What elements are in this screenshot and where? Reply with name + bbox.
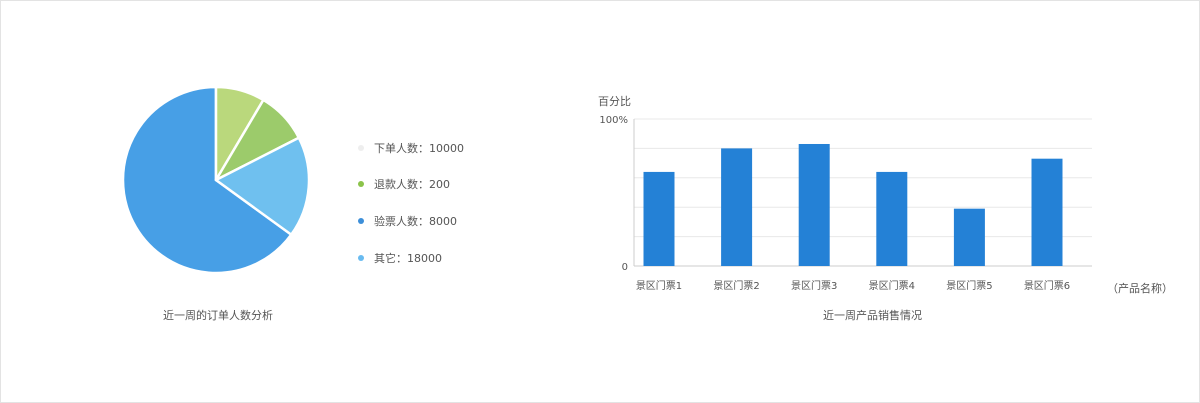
legend-dot-checked: [358, 218, 364, 224]
pie-slice-1[interactable]: [121, 85, 293, 275]
legend-item-checked[interactable]: 验票人数：8000: [358, 213, 457, 229]
legend-dot-orders: [358, 145, 364, 151]
x-tick-label: 景区门票6: [1024, 279, 1070, 292]
bar-6[interactable]: [1031, 158, 1063, 266]
legend-item-refunds[interactable]: 退款人数：200: [358, 176, 450, 192]
x-tick-label: 景区门票2: [713, 279, 759, 292]
bar-chart: 0 100% 景区门票1 景区门票2 景区门票3 景区门票4 景区门票5 景区门票6: [599, 115, 1092, 292]
bar-chart-xlabel: （产品名称）: [1107, 282, 1173, 295]
x-tick-label: 景区门票5: [946, 279, 992, 292]
legend-label-orders: 下单人数：10000: [374, 142, 464, 155]
pie-chart: [121, 85, 311, 275]
bar-4[interactable]: [876, 171, 908, 266]
legend-label-other: 其它：18000: [374, 252, 442, 265]
bar-chart-title: 近一周产品销售情况: [823, 309, 922, 322]
y-tick-label: 100%: [599, 115, 628, 126]
legend-label-checked: 验票人数：8000: [374, 215, 457, 228]
legend-dot-refunds: [358, 181, 364, 187]
x-tick-label: 景区门票1: [636, 279, 682, 292]
legend-item-other[interactable]: 其它：18000: [358, 250, 442, 266]
x-tick-label: 景区门票3: [791, 279, 837, 292]
x-tick-label: 景区门票4: [869, 279, 915, 292]
bar-5[interactable]: [953, 208, 985, 266]
pie-chart-title: 近一周的订单人数分析: [163, 309, 273, 322]
pie-chart-panel: 下单人数：10000 退款人数：200 验票人数：8000 其它：18000 近…: [0, 0, 560, 403]
bar-1[interactable]: [643, 171, 675, 266]
bar-2[interactable]: [721, 148, 753, 266]
bar-chart-panel: 0 100% 景区门票1 景区门票2 景区门票3 景区门票4 景区门票5 景区门票6 百分比 …: [580, 0, 1200, 403]
bar-3[interactable]: [798, 143, 830, 266]
legend-label-refunds: 退款人数：200: [374, 178, 450, 191]
legend-dot-other: [358, 255, 364, 261]
legend-item-orders[interactable]: 下单人数：10000: [358, 140, 464, 156]
pie-slice-4[interactable]: [214, 136, 311, 236]
bar-chart-ylabel: 百分比: [598, 95, 631, 108]
y-tick-label: 0: [622, 262, 628, 273]
